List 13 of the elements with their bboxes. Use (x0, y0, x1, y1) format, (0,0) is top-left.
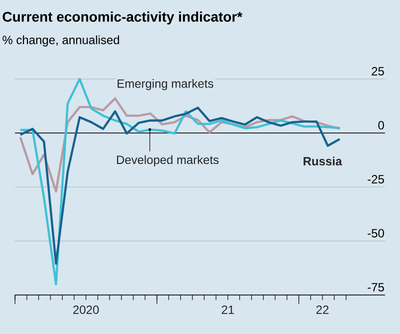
series-label: Emerging markets (118, 79, 214, 90)
series-label: Russia (304, 156, 342, 166)
y-tick-label: 25 (372, 67, 384, 76)
chart-subtitle: % change, annualised (2, 35, 120, 47)
y-tick-label: 0 (378, 121, 384, 130)
chart-title: Current economic-activity indicator* (2, 11, 242, 24)
y-tick-label: -75 (368, 283, 384, 292)
y-tick-label: -50 (368, 229, 384, 238)
legend-label: Developed markets (117, 155, 219, 166)
y-tick-label: -25 (368, 175, 384, 184)
x-tick-label: 22 (316, 306, 328, 314)
x-tick-label: 2020 (73, 306, 99, 314)
x-tick-label: 21 (222, 306, 234, 314)
